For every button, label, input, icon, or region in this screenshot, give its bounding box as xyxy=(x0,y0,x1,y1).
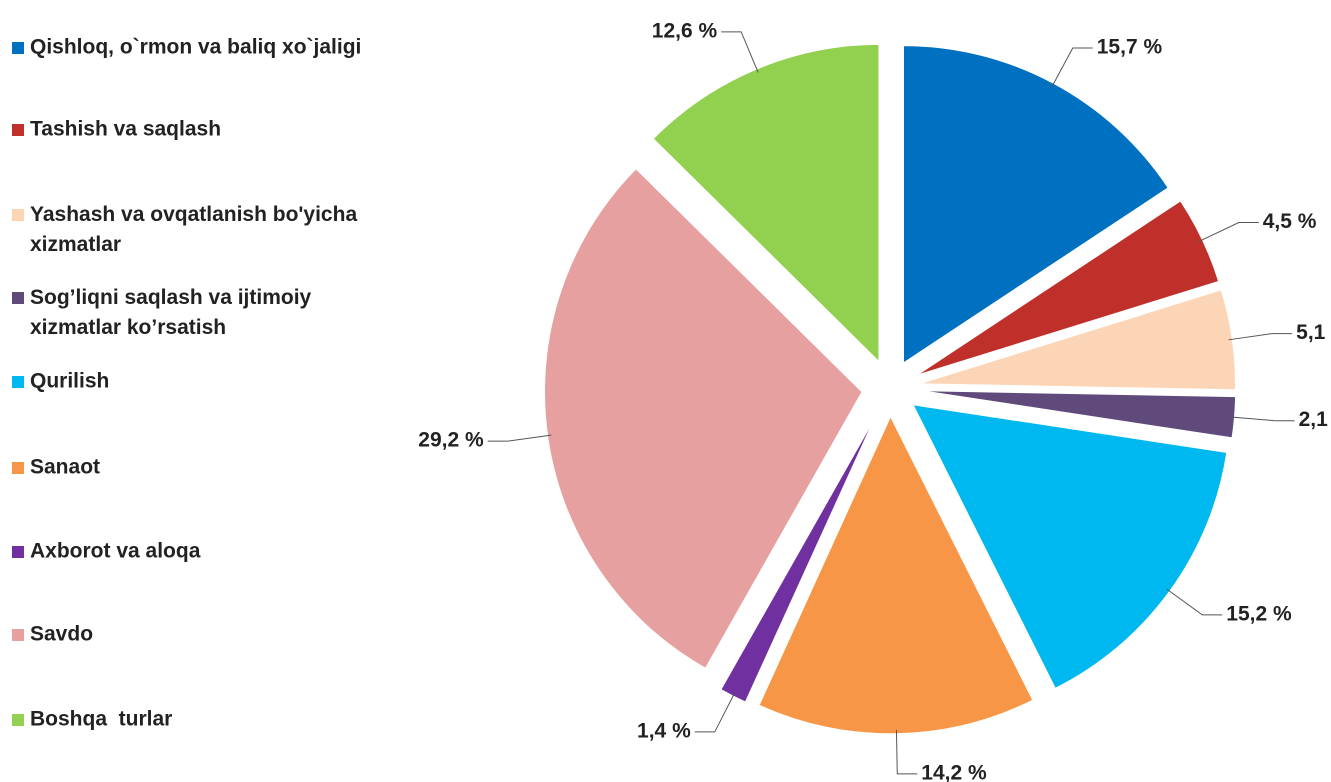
data-label: 2,1 % xyxy=(1299,408,1331,431)
legend-label: Qurilish xyxy=(30,370,109,393)
legend-label: Tashish va saqlash xyxy=(30,118,221,141)
data-label: 15,2 % xyxy=(1226,602,1292,625)
legend-swatch xyxy=(12,292,24,304)
legend-swatch xyxy=(12,376,24,388)
leader-line xyxy=(1198,222,1259,242)
leader-line xyxy=(487,434,552,442)
legend-swatch xyxy=(12,124,24,136)
legend-label: Boshqa turlar xyxy=(30,708,172,731)
data-label: 29,2 % xyxy=(418,429,484,452)
leader-line xyxy=(1228,333,1293,341)
legend-swatch xyxy=(12,462,24,474)
legend-swatch xyxy=(12,209,24,221)
legend-swatch xyxy=(12,629,24,641)
legend-label: Qishloq, o`rmon va baliq xo`jaligi xyxy=(30,36,361,59)
leader-line xyxy=(1166,588,1223,616)
leader-line xyxy=(1051,47,1093,88)
data-label: 14,2 % xyxy=(921,761,987,782)
legend-swatch xyxy=(12,714,24,726)
data-label: 1,4 % xyxy=(637,719,691,742)
legend-label: Yashash va ovqatlanish bo'yicha xizmatlar xyxy=(30,203,357,256)
data-label: 5,1 % xyxy=(1296,321,1331,344)
legend-label: Axborot va aloqa xyxy=(30,540,201,563)
data-label: 4,5 % xyxy=(1263,210,1317,233)
data-label: 15,7 % xyxy=(1097,36,1163,59)
leader-line xyxy=(694,692,736,733)
legend-label: Sanaot xyxy=(30,456,100,479)
legend-label: Sog’liqni saqlash va ijtimoiy xizmatlar k… xyxy=(30,286,312,339)
leader-line xyxy=(721,31,759,73)
data-label: 12,6 % xyxy=(652,19,718,42)
legend-swatch xyxy=(12,42,24,54)
leader-line xyxy=(895,729,918,775)
leader-line xyxy=(1230,416,1295,422)
legend-swatch xyxy=(12,546,24,558)
legend-label: Savdo xyxy=(30,623,93,646)
